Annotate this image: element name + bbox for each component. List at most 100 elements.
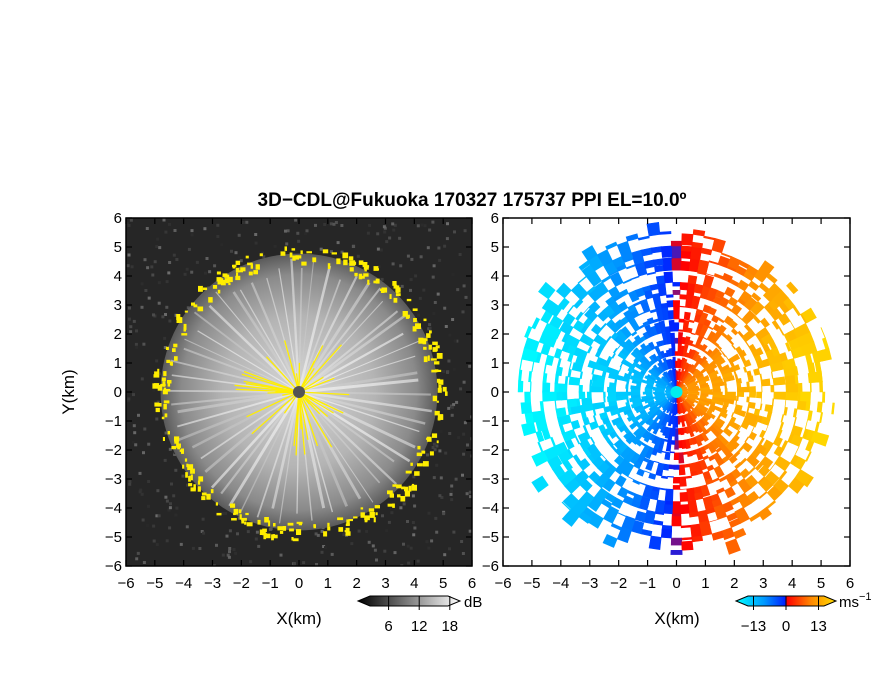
noise-speck xyxy=(186,483,189,487)
center-burst-ray xyxy=(246,391,300,418)
velocity-cell xyxy=(691,436,698,445)
edge-highlight xyxy=(277,526,284,531)
edge-highlight xyxy=(153,374,160,378)
noise-speck xyxy=(132,424,136,428)
noise-speck xyxy=(284,229,287,233)
velocity-cell xyxy=(668,403,674,416)
x-tick-label: −2 xyxy=(610,575,627,592)
noise-speck xyxy=(376,232,380,236)
edge-highlight xyxy=(392,503,395,508)
velocity-cell xyxy=(529,381,532,393)
velocity-cell xyxy=(771,346,780,357)
center-burst-ray xyxy=(298,344,342,393)
velocity-cell xyxy=(736,391,745,398)
noise-speck xyxy=(368,223,372,227)
velocity-cell xyxy=(683,414,691,427)
velocity-cell xyxy=(538,281,556,300)
x-tick-label: −1 xyxy=(262,575,279,592)
velocity-cell xyxy=(683,362,689,370)
velocity-cell xyxy=(764,404,774,413)
velocity-cell xyxy=(737,425,742,432)
velocity-cell xyxy=(652,258,664,267)
velocity-cell xyxy=(733,408,747,418)
noise-speck xyxy=(230,249,233,253)
noise-speck xyxy=(340,250,344,254)
noise-speck xyxy=(140,305,144,309)
figure-title: 3D−CDL@Fukuoka 170327 175737 PPI EL=10.0… xyxy=(258,190,687,211)
velocity-cell xyxy=(715,357,726,367)
velocity-cell xyxy=(561,429,577,443)
velocity-cell xyxy=(773,478,789,495)
noise-speck xyxy=(261,251,264,255)
edge-highlight xyxy=(417,445,421,450)
velocity-cell xyxy=(591,373,598,382)
noise-speck xyxy=(155,359,159,363)
radial-streak xyxy=(298,390,431,396)
velocity-cell xyxy=(635,427,647,441)
velocity-cell xyxy=(819,412,824,424)
noise-speck xyxy=(457,436,461,440)
x-tick-label: 6 xyxy=(846,575,854,592)
velocity-cell xyxy=(747,401,756,409)
velocity-cell xyxy=(702,274,715,289)
noise-speck xyxy=(168,447,172,451)
velocity-cell xyxy=(682,344,689,357)
x-tick-label: −6 xyxy=(117,575,134,592)
radial-streak xyxy=(278,268,300,393)
noise-speck xyxy=(164,313,167,316)
velocity-cell xyxy=(706,464,715,472)
velocity-cell xyxy=(578,391,586,400)
velocity-cell xyxy=(722,427,733,437)
velocity-cell xyxy=(744,436,750,443)
velocity-cell xyxy=(653,364,662,375)
edge-highlight xyxy=(155,407,160,413)
velocity-cell xyxy=(762,447,770,457)
noise-speck xyxy=(220,243,224,247)
edge-highlight xyxy=(323,531,328,537)
edge-highlight xyxy=(436,353,443,359)
velocity-cell xyxy=(764,470,780,486)
velocity-cell xyxy=(655,275,666,285)
edge-highlight xyxy=(361,275,365,279)
noise-speck xyxy=(167,271,171,275)
edge-highlight xyxy=(197,480,201,485)
velocity-cell xyxy=(694,435,703,447)
velocity-cell xyxy=(635,287,646,298)
velocity-cell xyxy=(697,259,710,276)
velocity-cell xyxy=(745,474,759,489)
edge-highlight xyxy=(186,463,189,468)
noise-speck xyxy=(204,271,207,275)
x-tick-label: −3 xyxy=(204,575,221,592)
center-burst-ray xyxy=(298,377,335,393)
velocity-cell xyxy=(673,464,680,470)
velocity-cell xyxy=(658,320,667,334)
velocity-cell xyxy=(703,235,716,241)
velocity-cell xyxy=(524,325,533,339)
noise-speck xyxy=(447,406,451,410)
x-tick-label: 4 xyxy=(788,575,796,592)
y-tick-label: 4 xyxy=(114,268,122,285)
velocity-cell xyxy=(568,376,581,386)
radial-streak xyxy=(298,332,404,393)
velocity-colorbar: −13 0 13 ms−1 xyxy=(734,591,872,635)
velocity-cell xyxy=(683,311,691,321)
velocity-cell xyxy=(662,257,673,260)
noise-speck xyxy=(419,255,423,259)
edge-highlight xyxy=(426,436,432,442)
noise-speck xyxy=(294,218,298,222)
noise-speck xyxy=(128,306,131,310)
noise-speck xyxy=(254,241,258,245)
velocity-cell xyxy=(612,347,618,354)
noise-speck xyxy=(393,551,397,555)
velocity-cell xyxy=(663,271,674,284)
noise-speck xyxy=(138,490,142,494)
radial-streak xyxy=(239,289,300,393)
noise-speck xyxy=(315,563,318,566)
noise-speck xyxy=(232,548,236,551)
noise-speck xyxy=(432,264,436,268)
velocity-cell xyxy=(716,458,725,467)
velocity-cell xyxy=(578,260,591,271)
noise-speck xyxy=(246,530,250,534)
velocity-cell xyxy=(669,451,675,454)
edge-highlight xyxy=(154,402,160,407)
